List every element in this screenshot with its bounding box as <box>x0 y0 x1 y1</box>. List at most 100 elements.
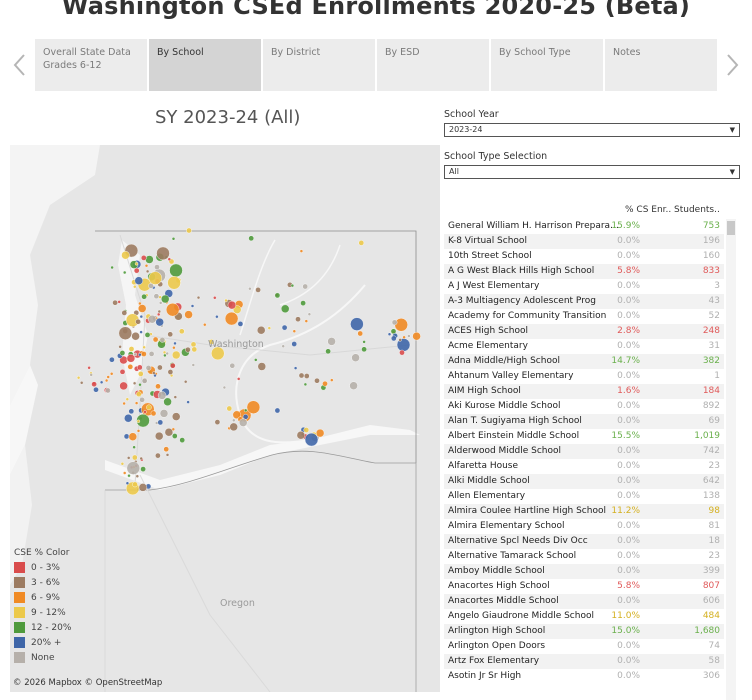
school-dot[interactable] <box>125 397 130 401</box>
school-dot[interactable] <box>304 432 319 447</box>
school-dot[interactable] <box>349 381 358 390</box>
school-dot[interactable] <box>136 419 141 423</box>
school-dot[interactable] <box>155 317 164 327</box>
school-dot[interactable] <box>173 341 177 346</box>
table-row[interactable]: K-8 Virtual School 0.0% 196 <box>444 234 724 249</box>
school-dot[interactable] <box>298 372 305 379</box>
legend-item-0-3[interactable]: 0 - 3% <box>14 560 71 575</box>
school-dot[interactable] <box>134 401 139 405</box>
school-dot[interactable] <box>124 414 133 423</box>
school-dot[interactable] <box>145 269 150 274</box>
table-row[interactable]: Alternative Tamarack School 0.0% 23 <box>444 549 724 564</box>
next-tab-button[interactable] <box>722 52 742 78</box>
table-row[interactable]: Alki Middle School 0.0% 642 <box>444 474 724 489</box>
school-dot[interactable] <box>143 410 147 414</box>
school-dot[interactable] <box>167 257 172 261</box>
school-dot[interactable] <box>300 300 306 306</box>
school-dot[interactable] <box>155 383 161 390</box>
school-dot[interactable] <box>322 380 328 387</box>
school-dot[interactable] <box>140 255 147 261</box>
table-row[interactable]: Arlington High School 15.0% 1,680 <box>444 624 724 639</box>
school-dot[interactable] <box>133 267 140 274</box>
school-dot[interactable] <box>158 301 163 305</box>
table-row[interactable]: Anacortes High School 5.8% 807 <box>444 579 724 594</box>
school-dot[interactable] <box>157 309 162 314</box>
table-row[interactable]: Angelo Giaudrone Middle School 11.0% 484 <box>444 609 724 624</box>
school-dot[interactable] <box>132 445 136 449</box>
school-dot[interactable] <box>137 304 147 313</box>
school-dot[interactable] <box>152 336 159 343</box>
table-row[interactable]: Almira Elementary School 0.0% 81 <box>444 519 724 534</box>
school-dot[interactable] <box>167 369 174 375</box>
school-dot[interactable] <box>125 481 130 485</box>
school-type-select[interactable]: All ▼ <box>444 165 740 179</box>
school-dot[interactable] <box>121 250 130 260</box>
school-dot[interactable] <box>99 380 104 385</box>
school-dot[interactable] <box>402 335 406 340</box>
table-row[interactable]: Asotin Jr Sr High 0.0% 306 <box>444 669 724 684</box>
school-dot[interactable] <box>224 311 239 326</box>
table-row[interactable]: Allen Elementary 0.0% 138 <box>444 489 724 504</box>
school-dot[interactable] <box>109 356 115 363</box>
table-row[interactable]: Almira Coulee Hartline High School 11.2% 9… <box>444 504 724 519</box>
school-dot[interactable] <box>157 391 167 400</box>
table-row[interactable]: Ahtanum Valley Elementary 0.0% 1 <box>444 369 724 384</box>
school-dot[interactable] <box>214 419 221 425</box>
school-dot[interactable] <box>128 408 135 415</box>
school-dot[interactable] <box>141 293 147 300</box>
school-dot[interactable] <box>227 300 237 310</box>
school-dot[interactable] <box>106 375 110 379</box>
prev-tab-button[interactable] <box>10 52 30 78</box>
school-dot[interactable] <box>387 332 392 336</box>
school-dot[interactable] <box>76 375 81 380</box>
school-dot[interactable] <box>351 353 360 362</box>
school-dot[interactable] <box>229 362 236 369</box>
school-dot[interactable] <box>156 312 161 317</box>
school-dot[interactable] <box>330 378 334 382</box>
table-row[interactable]: A-3 Multiagency Adolescent Prog 0.0% 43 <box>444 294 724 309</box>
school-dot[interactable] <box>190 341 197 348</box>
school-dot[interactable] <box>208 339 215 345</box>
school-dot[interactable] <box>303 427 310 433</box>
school-dot[interactable] <box>118 345 122 349</box>
table-row[interactable]: Aki Kurose Middle School 0.0% 892 <box>444 399 724 414</box>
legend-item-20-plus[interactable]: 20% + <box>14 635 71 650</box>
school-dot[interactable] <box>159 409 169 418</box>
tab-notes[interactable]: Notes <box>605 39 717 91</box>
table-row[interactable]: Amboy Middle School 0.0% 399 <box>444 564 724 579</box>
school-dot[interactable] <box>105 387 111 394</box>
scrollbar-thumb[interactable] <box>727 221 735 235</box>
tab-by-school[interactable]: By School <box>149 39 261 91</box>
school-dot[interactable] <box>145 255 154 264</box>
school-dot[interactable] <box>186 227 192 234</box>
school-dot[interactable] <box>167 276 181 290</box>
school-dot[interactable] <box>141 351 147 357</box>
school-dot[interactable] <box>162 350 167 355</box>
school-dot[interactable] <box>152 371 156 375</box>
school-dot[interactable] <box>303 382 308 387</box>
school-dot[interactable] <box>296 431 306 440</box>
school-dot[interactable] <box>394 318 408 332</box>
school-dot[interactable] <box>157 364 163 371</box>
school-dot[interactable] <box>171 433 178 439</box>
school-dot[interactable] <box>140 466 146 472</box>
school-dot[interactable] <box>138 483 148 492</box>
school-dot[interactable] <box>134 262 139 266</box>
school-dot[interactable] <box>163 397 172 406</box>
school-dot[interactable] <box>302 283 309 290</box>
school-dot[interactable] <box>112 299 118 306</box>
table-row[interactable]: Alderwood Middle School 0.0% 742 <box>444 444 724 459</box>
school-dot[interactable] <box>293 366 298 370</box>
school-dot[interactable] <box>134 276 144 285</box>
school-dot[interactable] <box>122 270 127 275</box>
school-dot[interactable] <box>224 298 228 303</box>
table-scrollbar[interactable] <box>726 219 736 700</box>
school-dot[interactable] <box>164 428 174 437</box>
table-row[interactable]: General William H. Harrison Preparato.. 1… <box>444 219 724 234</box>
table-row[interactable]: Adna Middle/High School 14.7% 382 <box>444 354 724 369</box>
school-dot[interactable] <box>169 362 176 369</box>
table-row[interactable]: Albert Einstein Middle School 15.5% 1,019 <box>444 429 724 444</box>
school-dot[interactable] <box>407 334 411 338</box>
school-dot[interactable] <box>281 324 288 331</box>
map-attribution[interactable]: © 2026 Mapbox © OpenStreetMap <box>13 678 163 688</box>
